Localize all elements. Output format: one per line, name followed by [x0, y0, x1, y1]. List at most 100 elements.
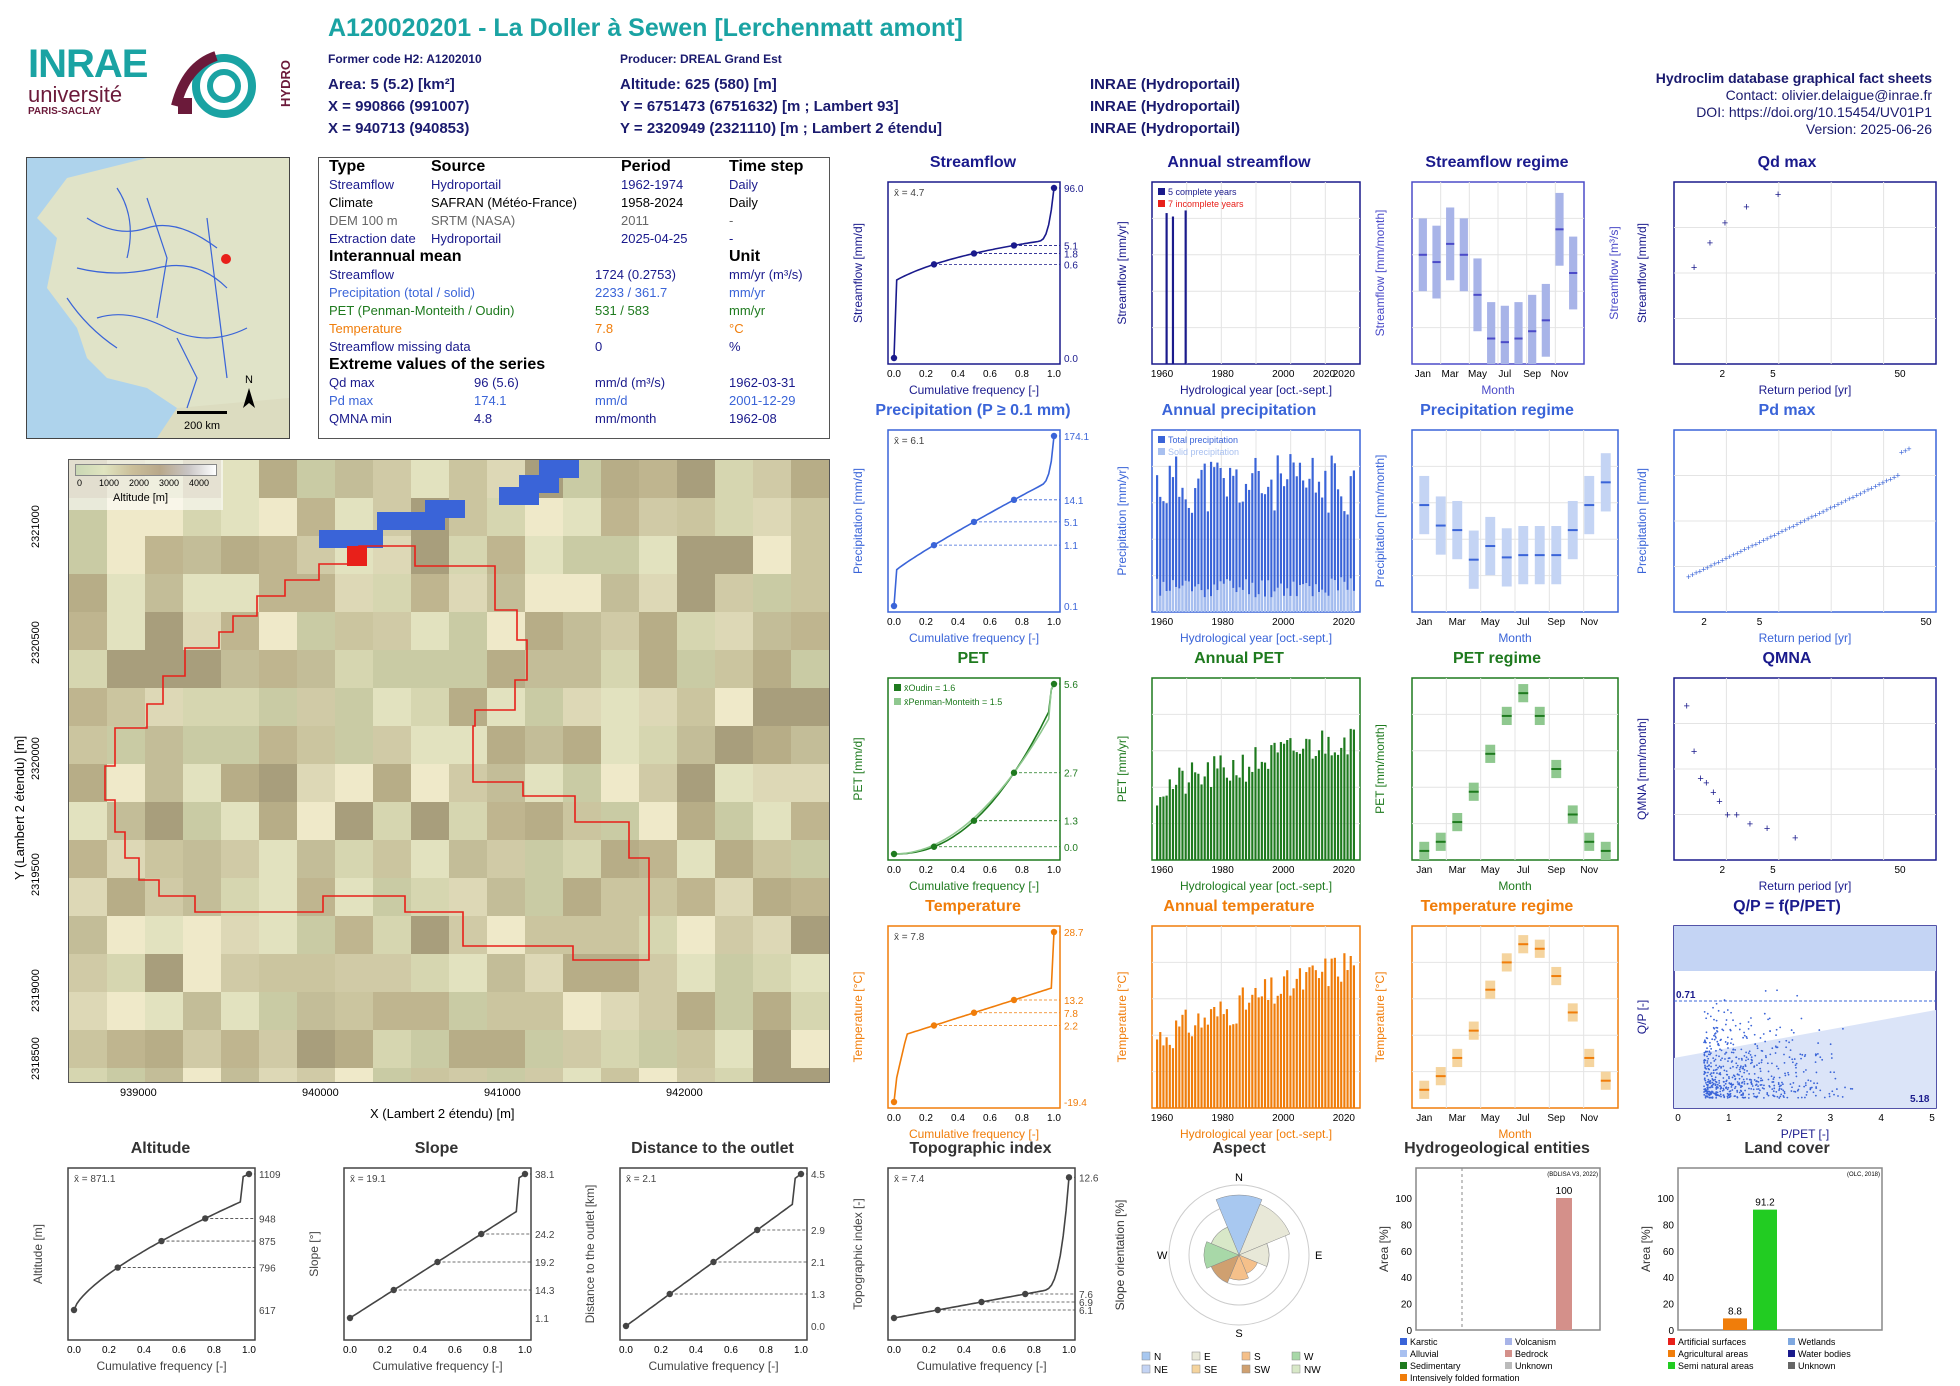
qp-point	[1788, 1041, 1790, 1044]
legend-swatch	[1158, 188, 1165, 195]
qp-point	[1703, 1091, 1705, 1093]
qp-point	[1711, 1038, 1714, 1041]
qp-point	[1724, 1041, 1727, 1043]
qp-point	[1742, 1093, 1745, 1095]
annual-bar-lower	[1238, 587, 1241, 612]
qp-point	[1816, 1052, 1819, 1055]
annual-bar	[1203, 776, 1206, 860]
mean-label: x̄ = 2.1	[626, 1174, 657, 1185]
annual-bar-lower	[1235, 592, 1238, 612]
qp-point	[1778, 1087, 1781, 1090]
qp-point	[1715, 1088, 1718, 1090]
dem-cell	[449, 802, 487, 840]
return-period-point: +	[1824, 505, 1829, 515]
qp-point	[1706, 1081, 1709, 1083]
return-period-point: +	[1750, 541, 1755, 551]
y-axis-label: Q/P [-]	[1635, 1000, 1649, 1034]
qp-point	[1747, 1027, 1750, 1030]
annual-bar	[1213, 1006, 1216, 1108]
landcover-source: (OLC, 2018)	[1847, 1172, 1880, 1178]
info-doi[interactable]: DOI: https://doi.org/10.15454/UV01P1	[1696, 104, 1932, 120]
annual-pet-title: Annual PET	[1194, 650, 1284, 667]
qp-point	[1815, 1071, 1818, 1074]
x-tick-label: 2020	[1333, 369, 1356, 380]
qp-point	[1766, 1062, 1769, 1065]
rp-tick: 50	[1894, 369, 1906, 380]
dem-cell	[525, 574, 563, 612]
dem-cell	[107, 612, 145, 650]
dem-cell	[449, 992, 487, 1030]
aspect-legend-label: NW	[1304, 1365, 1321, 1376]
dem-cell	[753, 916, 791, 954]
mean-streamflow-label: Streamflow	[329, 267, 395, 282]
y-axis-label: Altitude [m]	[31, 1224, 45, 1284]
annual-bar	[1184, 793, 1187, 860]
qp-point	[1760, 1083, 1763, 1086]
annual-bar	[1184, 1009, 1187, 1108]
landcover-legend-swatch	[1788, 1350, 1795, 1357]
qp-point	[1714, 1080, 1717, 1083]
qp-point	[1706, 1061, 1709, 1064]
qp-point	[1709, 1015, 1712, 1018]
dem-cell	[791, 688, 829, 726]
x-tick-label: 0.4	[951, 865, 965, 876]
info-contact[interactable]: Contact: olivier.delaigue@inrae.fr	[1725, 87, 1932, 103]
qp-point	[1814, 1094, 1817, 1097]
annual-bar	[1292, 988, 1295, 1108]
cdf-curve	[893, 187, 1055, 359]
dem-cell	[487, 574, 525, 612]
month-tick: May	[1468, 369, 1487, 380]
y-axis-label: Slope [°]	[307, 1231, 321, 1277]
qp-point	[1729, 1042, 1732, 1045]
aspect-legend-label: S	[1254, 1352, 1261, 1363]
annual-bar-lower	[1257, 594, 1260, 612]
return-period-point: +	[1734, 810, 1740, 822]
right-tick-label: 796	[259, 1264, 276, 1275]
qp-point	[1708, 1041, 1711, 1044]
dem-cell	[411, 650, 449, 688]
topo-title: Topographic index	[909, 1140, 1052, 1157]
aspect-legend-swatch	[1291, 1364, 1301, 1374]
annual-bar-lower	[1206, 589, 1209, 612]
annual-bar	[1213, 467, 1216, 612]
annual-bar	[1292, 750, 1295, 860]
qp-point	[1708, 1064, 1710, 1067]
rp-tick: 5	[1770, 865, 1776, 876]
annual-bar	[1289, 995, 1292, 1108]
annual-bar	[1175, 1020, 1178, 1108]
qp-point	[1726, 1095, 1729, 1098]
dem-cell	[753, 726, 791, 764]
qp-point	[1738, 1077, 1741, 1080]
qp-point	[1706, 1060, 1709, 1062]
annual-bar	[1343, 511, 1346, 612]
annual-bar	[1343, 953, 1346, 1108]
landcover-legend-swatch	[1788, 1338, 1795, 1345]
annual-bar-lower	[1333, 580, 1336, 612]
annual-bar	[1229, 467, 1232, 612]
inrae-logo: INRAE université PARIS-SACLAY	[28, 44, 150, 124]
return-period-point: +	[1746, 543, 1751, 553]
dem-cell	[563, 688, 601, 726]
return-period-point: +	[1776, 528, 1781, 538]
annual-bar	[1302, 748, 1305, 860]
qp-point	[1716, 1091, 1719, 1094]
return-period-point: +	[1738, 547, 1743, 557]
dem-cell	[297, 498, 335, 536]
annual-bar-lower	[1251, 582, 1254, 612]
qp-point	[1714, 1035, 1717, 1038]
altitude-title: Altitude	[130, 1140, 191, 1157]
annual-bar	[1216, 1016, 1219, 1108]
qp-point	[1726, 1036, 1729, 1039]
dem-cell	[221, 650, 259, 688]
table-header-type: Type	[329, 158, 366, 175]
annual-bar	[1156, 805, 1159, 860]
row-dem-type: DEM 100 m	[329, 213, 398, 228]
qp-point	[1703, 1039, 1706, 1042]
qp-point	[1752, 1092, 1755, 1095]
annual-bar-lower	[1321, 589, 1324, 612]
qp-point	[1722, 1088, 1725, 1091]
return-period-point: +	[1723, 554, 1728, 564]
